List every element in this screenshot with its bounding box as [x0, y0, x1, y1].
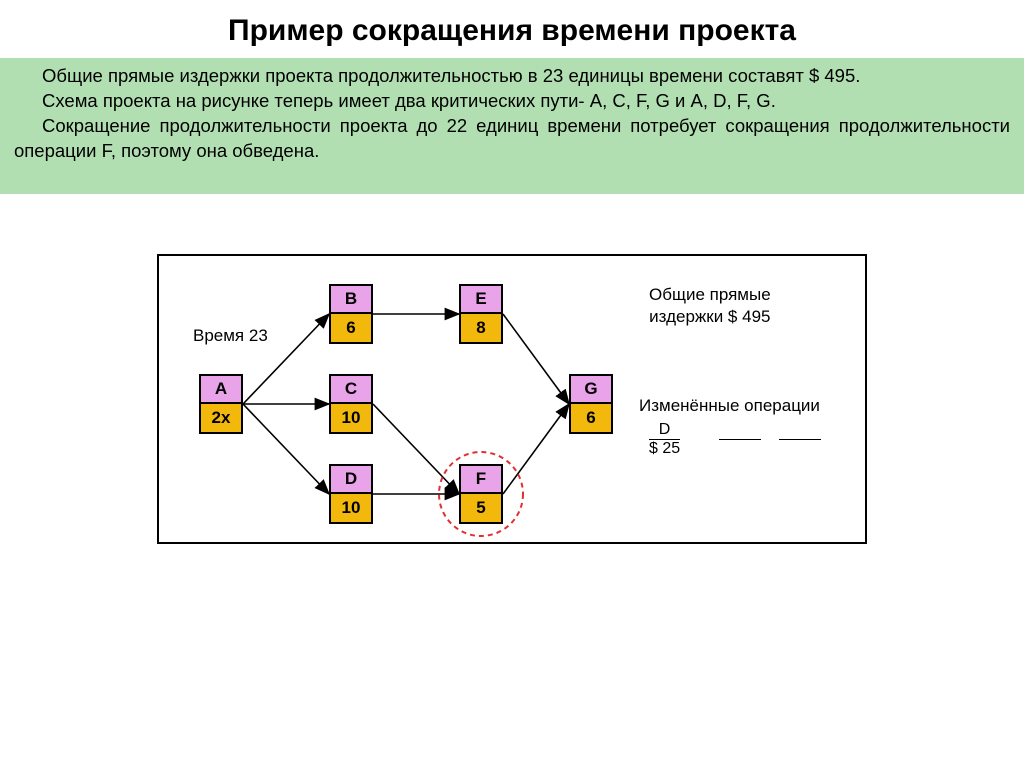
node-C-label: C: [331, 376, 371, 404]
node-D-value: 10: [331, 494, 371, 522]
paragraph-2: Схема проекта на рисунке теперь имеет дв…: [14, 89, 1010, 114]
node-B-label: B: [331, 286, 371, 314]
node-C-value: 10: [331, 404, 371, 432]
edge-E-G: [503, 314, 569, 404]
node-B-value: 6: [331, 314, 371, 342]
changed-ops-title: Изменённые операции: [639, 396, 820, 416]
node-F: F5: [459, 464, 503, 524]
node-F-value: 5: [461, 494, 501, 522]
node-C: C10: [329, 374, 373, 434]
node-F-label: F: [461, 466, 501, 494]
node-G: G6: [569, 374, 613, 434]
node-G-label: G: [571, 376, 611, 404]
blank-line-2: [779, 439, 821, 440]
cost-label: Общие прямые издержки $ 495: [649, 284, 771, 328]
node-A-label: A: [201, 376, 241, 404]
node-E: E8: [459, 284, 503, 344]
edge-C-F: [373, 404, 459, 494]
edge-A-D: [243, 404, 329, 494]
ops-numerator: D: [649, 421, 680, 440]
blank-line-1: [719, 439, 761, 440]
node-E-value: 8: [461, 314, 501, 342]
node-G-value: 6: [571, 404, 611, 432]
page-title: Пример сокращения времени проекта: [0, 0, 1024, 58]
node-D: D10: [329, 464, 373, 524]
node-B: B6: [329, 284, 373, 344]
node-A-value: 2x: [201, 404, 241, 432]
project-network-diagram: Время 23 Общие прямые издержки $ 495 Изм…: [157, 254, 867, 544]
cost-label-line1: Общие прямые: [649, 284, 771, 306]
cost-label-line2: издержки $ 495: [649, 306, 771, 328]
ops-denominator: $ 25: [649, 440, 680, 458]
node-D-label: D: [331, 466, 371, 494]
paragraph-3: Сокращение продолжительности проекта до …: [14, 114, 1010, 164]
time-label: Время 23: [193, 326, 268, 346]
description-box: Общие прямые издержки проекта продолжите…: [0, 58, 1024, 194]
node-A: A2x: [199, 374, 243, 434]
edge-F-G: [503, 404, 569, 494]
changed-ops-fraction: D $ 25: [649, 421, 680, 458]
paragraph-1: Общие прямые издержки проекта продолжите…: [14, 64, 1010, 89]
node-E-label: E: [461, 286, 501, 314]
